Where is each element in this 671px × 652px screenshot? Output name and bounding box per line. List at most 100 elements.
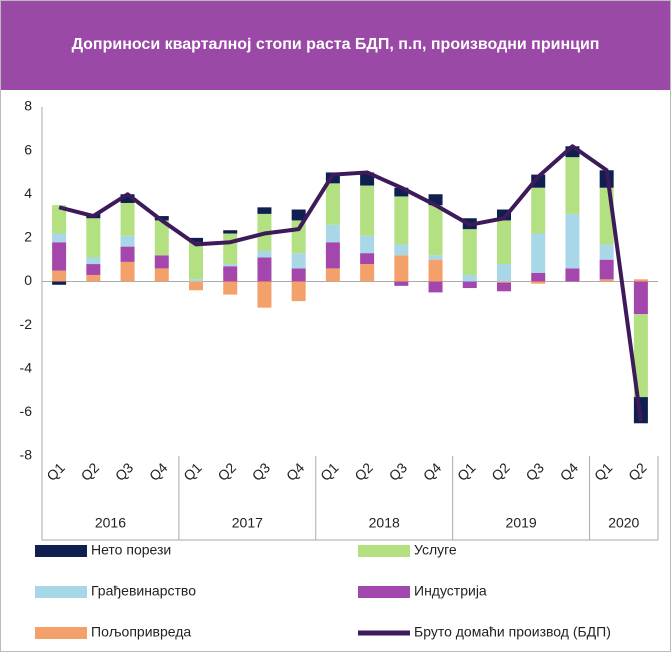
legend-label: Пољопривреда: [91, 624, 191, 640]
bar-segment: [52, 233, 67, 243]
y-tick-label: 6: [24, 141, 32, 157]
x-group-label: 2016: [95, 515, 126, 531]
bar-segment: [189, 281, 203, 291]
bar-segment: [257, 257, 272, 282]
bar-segment: [325, 183, 340, 225]
y-tick-label: -6: [20, 403, 33, 419]
bar-segment: [531, 174, 546, 188]
legend-label: Услуге: [414, 542, 457, 558]
bar-segment: [86, 257, 101, 265]
bar-segment: [497, 209, 511, 221]
bar-segment: [360, 253, 375, 265]
bar-segment: [52, 242, 67, 271]
legend-swatch: [358, 545, 410, 557]
bar-segment: [120, 261, 135, 282]
bar-segment: [599, 244, 614, 260]
bar-segment: [462, 274, 477, 282]
legend-label: Нето порези: [91, 542, 171, 558]
x-tick-label: Q2: [351, 459, 376, 484]
bar-segment: [325, 268, 340, 282]
bar-segment: [497, 220, 511, 265]
bar-segment: [291, 220, 306, 254]
bar-segment: [325, 224, 340, 243]
x-tick-label: Q2: [625, 459, 650, 484]
line: [58, 144, 643, 422]
x-tick-label: Q2: [214, 459, 239, 484]
bar-segment: [599, 279, 614, 282]
bar-segment: [599, 259, 614, 280]
x-tick-label: Q1: [454, 459, 479, 484]
x-tick-label: Q1: [180, 459, 205, 484]
bar-segment: [428, 259, 443, 282]
bar-segment: [52, 205, 67, 234]
y-tick-label: 0: [24, 272, 32, 288]
bar-segment: [531, 281, 546, 284]
bar-segment: [154, 220, 169, 256]
bar-segment: [497, 264, 511, 282]
x-tick-label: Q3: [522, 459, 547, 484]
bar-segment: [257, 281, 272, 308]
bar-segment: [565, 213, 580, 269]
x-tick-label: Q2: [78, 459, 103, 484]
x-group-label: 2018: [369, 515, 400, 531]
bar-segment: [120, 246, 135, 262]
bar-segment: [291, 209, 306, 221]
x-tick-label: Q1: [43, 459, 68, 484]
x-tick-label: Q2: [488, 459, 513, 484]
bar-segment: [428, 194, 443, 206]
bar-segment: [154, 255, 169, 269]
legend-swatch: [35, 586, 87, 598]
bar-segment: [428, 205, 443, 256]
y-tick-label: -8: [20, 447, 33, 463]
bar-segment: [394, 196, 409, 245]
bar-segment: [120, 202, 135, 236]
bar-segment: [633, 281, 648, 315]
bar-segment: [223, 266, 238, 282]
bar-segment: [189, 237, 203, 243]
x-tick-label: Q4: [283, 459, 308, 484]
bar-segment: [462, 281, 477, 289]
y-tick-label: -2: [20, 316, 33, 332]
legend-swatch: [35, 627, 87, 639]
bar-segment: [189, 279, 203, 282]
x-tick-label: Q1: [317, 459, 342, 484]
bar-segment: [291, 253, 306, 269]
bar-segment: [531, 233, 546, 273]
x-tick-label: Q1: [591, 459, 616, 484]
legend-swatch: [35, 545, 87, 557]
bar-segment: [565, 268, 580, 282]
y-tick-label: 4: [24, 185, 32, 201]
bar-segment: [394, 187, 409, 197]
bar-segment: [633, 314, 648, 398]
x-group-label: 2019: [506, 515, 537, 531]
bar-segment: [257, 250, 272, 258]
y-tick-label: 8: [24, 98, 32, 114]
x-group-label: 2017: [232, 515, 263, 531]
legend-label: Бруто домаћи производ (БДП): [414, 624, 611, 640]
x-tick-label: Q4: [146, 459, 171, 484]
bar-segment: [531, 187, 546, 234]
x-tick-label: Q4: [557, 459, 582, 484]
bar-segment: [325, 242, 340, 269]
legend-swatch: [358, 586, 410, 598]
bar-segment: [86, 274, 101, 282]
bar-segment: [360, 264, 375, 282]
bar-segment: [428, 281, 443, 293]
legend-label: Индустрија: [414, 583, 487, 599]
bar-segment: [291, 268, 306, 282]
bar-segment: [120, 194, 135, 203]
bar-segment: [223, 264, 238, 267]
legend-label: Грађевинарство: [91, 583, 196, 599]
bar-segment: [257, 207, 272, 214]
bar-segment: [633, 279, 648, 282]
bar-segment: [154, 268, 169, 282]
bar-segment: [428, 255, 443, 260]
x-group-label: 2020: [608, 515, 639, 531]
bar-segment: [52, 281, 67, 285]
chart-title: Доприноси кварталној стопи раста БДП, п.…: [0, 0, 671, 90]
bar-segment: [189, 242, 203, 280]
x-tick-label: Q3: [249, 459, 274, 484]
bar-segment: [497, 281, 511, 283]
